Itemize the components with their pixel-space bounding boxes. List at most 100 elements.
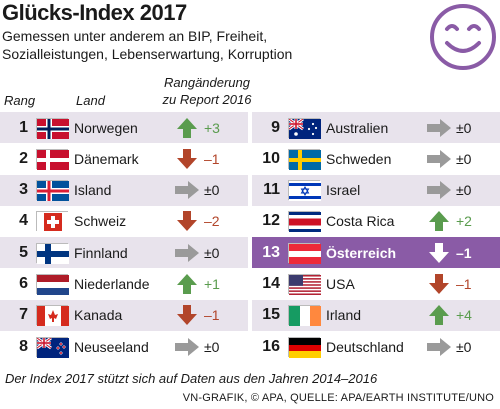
table-row: 4 Schweiz –2 [0, 206, 248, 237]
country-name: USA [326, 276, 355, 292]
rank-number: 4 [19, 212, 28, 230]
arrow-down-icon [172, 303, 202, 327]
rank-change: –1 [204, 150, 220, 167]
rank-change: ±0 [456, 150, 472, 167]
table-row: 1 Norwegen +3 [0, 112, 248, 143]
arrow-down-icon [172, 147, 202, 171]
austria-flag [288, 242, 321, 264]
page-title: Glücks-Index 2017 [2, 0, 187, 25]
table-row: 3 Island ±0 [0, 174, 248, 206]
arrow-right-icon [424, 178, 454, 202]
table-row: 14 USA –1 [252, 269, 500, 300]
rank-change: –1 [204, 307, 220, 324]
netherlands-flag [36, 274, 69, 295]
rank-number: 10 [262, 149, 280, 167]
ireland-flag [288, 305, 321, 327]
rank-change: –2 [204, 213, 220, 230]
rank-change: ±0 [456, 338, 472, 355]
rank-change: +1 [204, 276, 220, 292]
rank-number: 12 [262, 212, 280, 230]
rank-change: ±0 [204, 244, 220, 261]
country-name: Finnland [74, 244, 128, 261]
country-name: Israel [326, 182, 361, 199]
sweden-flag [288, 148, 321, 170]
canada-flag [36, 305, 69, 327]
arrow-right-icon [424, 147, 454, 171]
country-name: Österreich [326, 244, 397, 261]
costa-rica-flag [288, 211, 321, 233]
germany-flag [288, 336, 321, 358]
iceland-flag [36, 180, 69, 202]
country-name: Costa Rica [326, 213, 395, 230]
arrow-right-icon [172, 335, 202, 359]
arrow-down-icon [424, 272, 454, 296]
israel-flag [288, 180, 321, 202]
arrow-up-icon [424, 303, 454, 327]
rank-number: 16 [262, 337, 280, 355]
country-name: Schweden [326, 150, 392, 167]
table-row: 8 Neuseeland ±0 [0, 331, 248, 362]
country-name: Schweiz [74, 213, 127, 230]
rank-number: 5 [19, 243, 28, 261]
rank-number: 7 [19, 306, 28, 324]
arrow-right-icon [424, 116, 454, 140]
country-name: Irland [326, 307, 362, 324]
country-name: Deutschland [326, 338, 404, 355]
rank-number: 1 [19, 118, 28, 136]
footnote: Der Index 2017 stützt sich auf Daten aus… [5, 371, 378, 386]
new-zealand-flag [36, 336, 69, 358]
page-subtitle: Gemessen unter anderem an BIP, Freiheit,… [2, 28, 293, 62]
norway-flag [36, 117, 69, 139]
rank-change: –1 [456, 276, 472, 292]
table-row: 12 Costa Rica +2 [252, 206, 500, 237]
country-name: Norwegen [74, 119, 138, 136]
table-row: 6 Niederlande +1 [0, 269, 248, 300]
table-row: 15 Irland +4 [252, 299, 500, 331]
smiley-icon [430, 4, 496, 70]
rank-change: –1 [456, 244, 472, 261]
table-row: 10 Schweden ±0 [252, 143, 500, 174]
arrow-down-icon [424, 241, 454, 265]
australia-flag [288, 117, 321, 139]
arrow-right-icon [424, 335, 454, 359]
rank-change: +2 [456, 213, 472, 230]
table-row: 13 Österreich –1 [252, 237, 500, 269]
usa-flag [288, 274, 321, 296]
rank-number: 15 [262, 306, 280, 324]
rank-change: +4 [456, 307, 472, 324]
rank-number: 3 [19, 181, 28, 199]
rank-number: 6 [19, 275, 28, 292]
arrow-up-icon [424, 209, 454, 233]
table-row: 5 Finnland ±0 [0, 237, 248, 269]
rank-number: 13 [262, 243, 280, 261]
table-row: 9 Australien ±0 [252, 112, 500, 143]
rank-change: ±0 [204, 338, 220, 355]
table-row: 7 Kanada –1 [0, 299, 248, 331]
arrow-right-icon [172, 178, 202, 202]
rank-number: 2 [19, 149, 28, 167]
arrow-up-icon [172, 272, 202, 296]
arrow-up-icon [172, 116, 202, 140]
rank-change: ±0 [456, 119, 472, 136]
table-row: 11 Israel ±0 [252, 174, 500, 206]
column-header-country: Land [76, 93, 105, 108]
column-header-rank: Rang [4, 93, 36, 108]
country-name: Neuseeland [74, 338, 149, 355]
country-name: Island [74, 182, 112, 199]
country-name: Dänemark [74, 150, 139, 167]
rank-number: 9 [271, 118, 280, 136]
switzerland-flag [36, 211, 69, 233]
rank-number: 11 [263, 181, 280, 199]
denmark-flag [36, 148, 69, 170]
country-name: Australien [326, 119, 389, 136]
rank-change: ±0 [456, 182, 472, 199]
table-row: 2 Dänemark –1 [0, 143, 248, 174]
rank-number: 14 [262, 275, 280, 292]
country-name: Kanada [74, 307, 123, 324]
source-credit: VN-GRAFIK, © APA, QUELLE: APA/EARTH INST… [182, 392, 494, 404]
finland-flag [36, 242, 69, 264]
column-header-change: Rangänderung zu Report 2016 [162, 75, 252, 107]
rank-change: ±0 [204, 182, 220, 199]
arrow-down-icon [172, 209, 202, 233]
country-name: Niederlande [74, 276, 150, 292]
